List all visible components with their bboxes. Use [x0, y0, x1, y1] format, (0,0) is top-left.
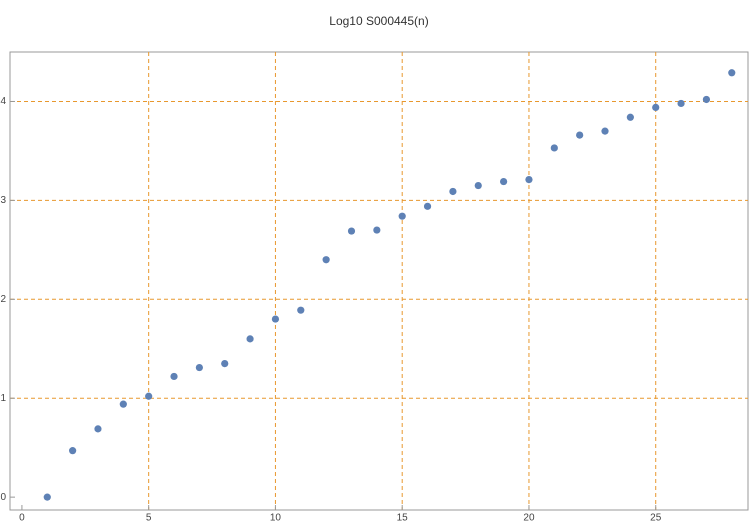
point: [423, 202, 432, 210]
point: [601, 127, 609, 135]
point: [576, 131, 584, 139]
point: [246, 335, 254, 343]
point: [550, 144, 558, 152]
point: [702, 95, 711, 104]
point: [449, 187, 457, 196]
point: [322, 256, 330, 264]
y-tick-label: 4: [0, 96, 6, 107]
point: [652, 103, 660, 111]
x-tick-label: 15: [397, 513, 409, 524]
y-tick-label: 3: [0, 195, 6, 206]
point: [43, 493, 51, 501]
chart-title: Log10 S000445(n): [329, 14, 428, 28]
point: [69, 447, 77, 455]
point: [373, 226, 381, 234]
x-tick-label: 5: [146, 513, 152, 524]
x-tick-label: 25: [650, 513, 662, 524]
point: [474, 181, 482, 190]
plot-frame: [9, 51, 749, 511]
y-tick-label: 0: [0, 492, 6, 503]
point: [677, 99, 685, 108]
x-tick-label: 0: [19, 513, 25, 524]
point: [170, 372, 178, 381]
point: [145, 392, 153, 400]
point: [119, 400, 127, 408]
point: [94, 425, 102, 433]
point: [500, 177, 508, 186]
y-tick-label: 1: [0, 393, 6, 404]
point: [626, 113, 634, 121]
point: [271, 315, 280, 323]
x-tick-label: 10: [270, 513, 282, 524]
point: [195, 363, 203, 372]
y-tick-label: 2: [0, 294, 6, 305]
point: [297, 306, 305, 314]
x-tick-label: 20: [523, 513, 535, 524]
point: [728, 69, 736, 77]
point: [398, 212, 406, 220]
point: [221, 359, 229, 368]
point: [525, 176, 533, 184]
point: [347, 227, 356, 235]
